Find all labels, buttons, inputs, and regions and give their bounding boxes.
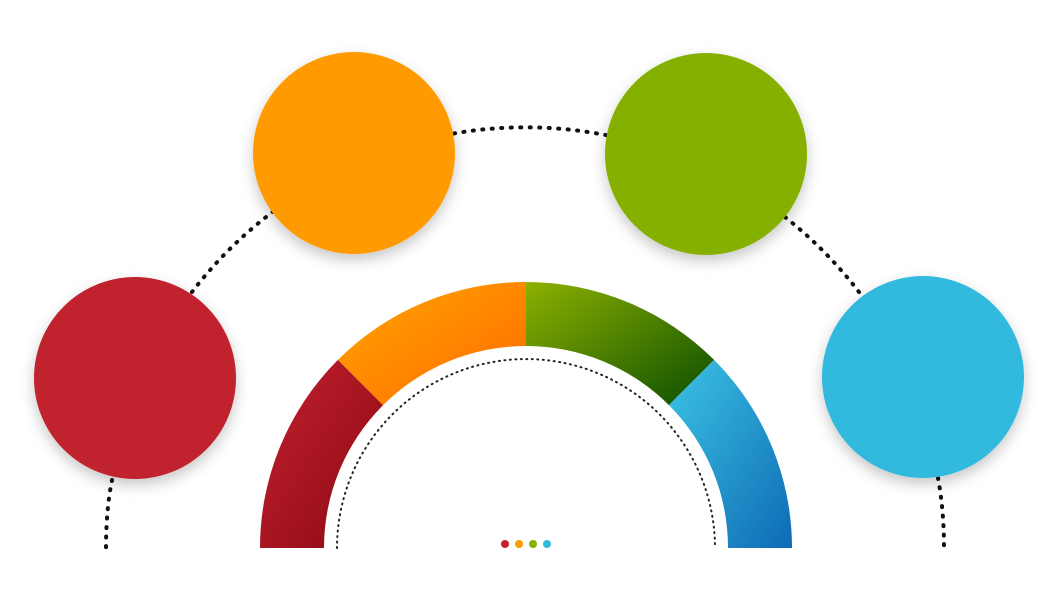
connector-left-drop [104,478,114,550]
gauge-segment-red [259,359,384,548]
gauge-inner-dotted-arc [336,358,716,549]
circle-red [34,277,236,479]
circle-green [605,53,807,255]
circle-blue [822,276,1024,478]
pager-dot-orange[interactable] [515,540,523,548]
gauge-segment-blue [668,359,792,548]
gauge-arc [259,282,792,548]
pager-dot-red[interactable] [501,540,509,548]
circle-orange [253,52,455,254]
pager-dot-green[interactable] [529,540,537,548]
gauge-segment-orange [337,282,526,406]
pager-dot-blue[interactable] [543,540,551,548]
connector-right-drop [936,476,946,550]
gauge-segment-green [526,282,715,406]
pager-dots [501,540,551,548]
